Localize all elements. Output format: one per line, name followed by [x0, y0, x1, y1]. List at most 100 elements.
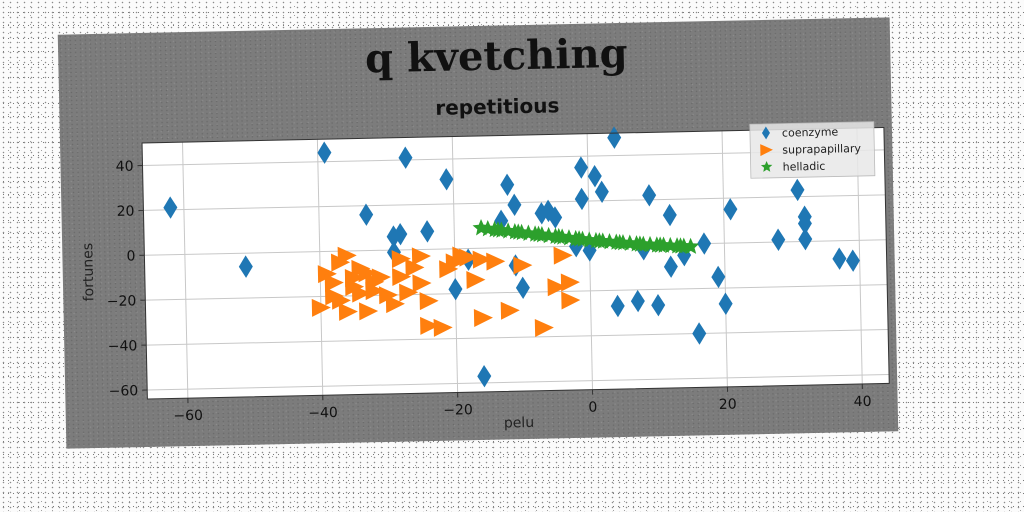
legend: coenzyme suprapapillary helladic	[749, 121, 876, 179]
data-point-coenzyme	[797, 212, 812, 235]
data-point-coenzyme	[845, 249, 860, 272]
legend-markers	[760, 126, 773, 172]
x-axis-label: pelu	[504, 415, 535, 432]
data-point-suprapapillary	[399, 283, 419, 302]
y-grid-line	[145, 284, 888, 301]
data-point-suprapapillary	[351, 284, 371, 303]
data-point-suprapapillary	[420, 316, 440, 335]
x-tick-label: 20	[719, 397, 737, 413]
x-tick-label: 40	[854, 394, 872, 410]
legend-box	[749, 121, 876, 179]
data-point-coenzyme	[832, 247, 847, 270]
data-point-suprapapillary	[459, 248, 479, 267]
data-point-coenzyme	[393, 222, 408, 246]
y-tick-label: 0	[126, 248, 135, 264]
legend-entry-coenzyme: coenzyme	[782, 125, 839, 139]
data-point-suprapapillary	[331, 291, 351, 310]
data-point-suprapapillary	[486, 252, 506, 271]
data-point-suprapapillary	[419, 292, 439, 311]
data-point-helladic	[611, 233, 629, 251]
data-point-helladic	[671, 237, 690, 254]
data-point-suprapapillary	[472, 250, 492, 269]
y-axis-label: fortunes	[80, 243, 97, 302]
data-point-helladic	[651, 236, 669, 253]
data-point-helladic	[529, 225, 548, 243]
data-point-suprapapillary	[561, 291, 581, 310]
data-point-coenzyme	[651, 293, 666, 317]
data-point-helladic	[631, 235, 649, 252]
data-point-coenzyme	[587, 165, 602, 188]
data-series	[163, 126, 860, 388]
scatter-chart: q kvetching repetitious −60 −40 −20 0 20 40 40…	[80, 30, 890, 432]
data-point-coenzyme	[711, 265, 726, 289]
data-point-coenzyme	[515, 276, 530, 299]
data-point-coenzyme	[662, 203, 677, 227]
x-grid-line	[182, 142, 189, 399]
data-point-coenzyme	[798, 227, 813, 251]
data-point-suprapapillary	[338, 302, 358, 321]
data-point-suprapapillary	[433, 318, 453, 337]
data-point-suprapapillary	[358, 264, 378, 283]
data-point-suprapapillary	[405, 258, 425, 277]
legend-marker-coenzyme	[761, 126, 770, 140]
data-point-coenzyme	[238, 255, 253, 278]
data-point-coenzyme	[317, 141, 332, 164]
x-tick-label: −20	[443, 402, 473, 419]
chart-title: q kvetching	[365, 30, 628, 82]
y-tick-label: −40	[108, 338, 138, 355]
data-point-coenzyme	[398, 146, 413, 169]
data-point-coenzyme	[771, 228, 786, 251]
data-point-coenzyme	[574, 156, 589, 179]
data-point-suprapapillary	[317, 265, 337, 284]
data-point-coenzyme	[500, 173, 515, 196]
data-point-suprapapillary	[534, 318, 554, 337]
x-tick-label: 0	[588, 400, 597, 416]
data-point-suprapapillary	[378, 286, 399, 305]
data-point-helladic	[509, 223, 527, 240]
data-point-coenzyme	[607, 126, 622, 149]
x-grid-line	[721, 130, 728, 387]
data-point-suprapapillary	[473, 308, 493, 327]
plot-frame	[141, 126, 890, 400]
chart-subtitle: repetitious	[435, 93, 560, 120]
chart-figure: q kvetching repetitious −60 −40 −20 0 20 40 40…	[57, 17, 899, 449]
data-point-coenzyme	[494, 209, 509, 233]
data-point-suprapapillary	[560, 273, 580, 292]
data-point-coenzyme	[630, 289, 645, 313]
data-point-coenzyme	[610, 294, 625, 318]
y-grid-line	[146, 329, 889, 346]
data-point-coenzyme	[548, 206, 563, 229]
data-point-helladic	[590, 232, 609, 249]
data-point-suprapapillary	[371, 268, 391, 287]
y-grid-line	[147, 373, 890, 391]
legend-entry-helladic: helladic	[783, 160, 826, 174]
data-point-helladic	[682, 237, 700, 255]
data-point-suprapapillary	[324, 273, 344, 292]
data-point-coenzyme	[718, 292, 733, 315]
data-point-coenzyme	[477, 364, 492, 388]
y-tick-label: 20	[116, 204, 134, 220]
data-point-suprapapillary	[500, 301, 520, 320]
data-point-suprapapillary	[385, 295, 405, 314]
data-point-coenzyme	[439, 168, 454, 191]
data-point-coenzyme	[594, 180, 609, 203]
data-point-coenzyme	[697, 232, 712, 255]
y-grid-line	[144, 239, 887, 256]
series-helladic	[472, 219, 700, 255]
data-point-coenzyme	[790, 178, 805, 202]
tick-labels: −60 −40 −20 0 20 40 40 20 0 −20 −40 −60	[107, 159, 872, 425]
data-point-suprapapillary	[391, 250, 411, 269]
data-point-suprapapillary	[359, 302, 379, 321]
data-point-coenzyme	[574, 187, 589, 211]
data-point-helladic	[570, 230, 588, 247]
data-point-coenzyme	[386, 225, 401, 248]
legend-entry-suprapapillary: suprapapillary	[782, 142, 861, 157]
x-tick-label: −40	[308, 405, 338, 422]
x-tick-label: −60	[173, 408, 203, 425]
data-point-suprapapillary	[466, 270, 486, 289]
series-suprapapillary	[311, 246, 581, 337]
y-tick-label: −60	[109, 383, 139, 400]
data-point-coenzyme	[692, 322, 707, 345]
data-point-suprapapillary	[547, 278, 567, 297]
data-point-suprapapillary	[365, 282, 385, 301]
